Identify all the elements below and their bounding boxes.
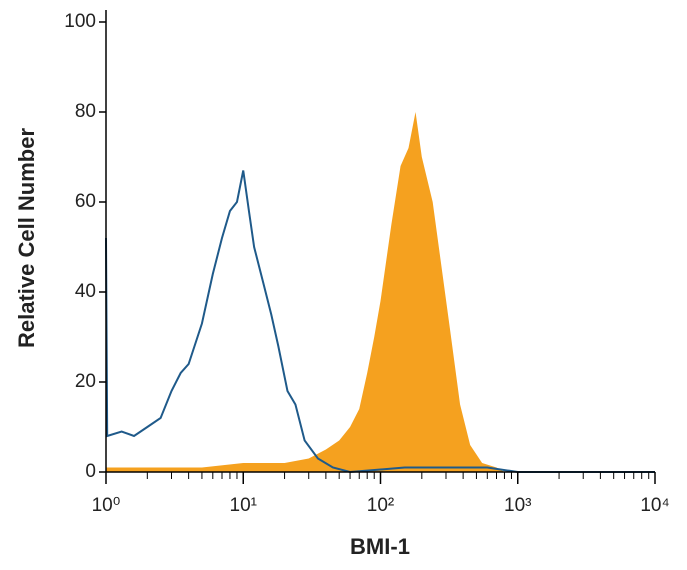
y-tick-label: 80: [75, 101, 96, 122]
y-tick-label: 100: [64, 11, 96, 32]
x-tick-label: 10⁴: [640, 495, 669, 516]
histogram-area: [106, 112, 655, 472]
x-tick-label: 10²: [367, 495, 394, 516]
y-tick-label: 40: [75, 281, 96, 302]
x-tick-label: 10¹: [230, 495, 257, 516]
y-axis-title: Relative Cell Number: [14, 128, 39, 349]
y-tick-label: 20: [75, 371, 96, 392]
x-tick-label: 10⁰: [92, 495, 121, 516]
x-tick-label: 10³: [504, 495, 531, 516]
y-tick-label: 0: [85, 461, 96, 482]
y-tick-label: 60: [75, 191, 96, 212]
x-axis-title: BMI-1: [350, 534, 410, 559]
